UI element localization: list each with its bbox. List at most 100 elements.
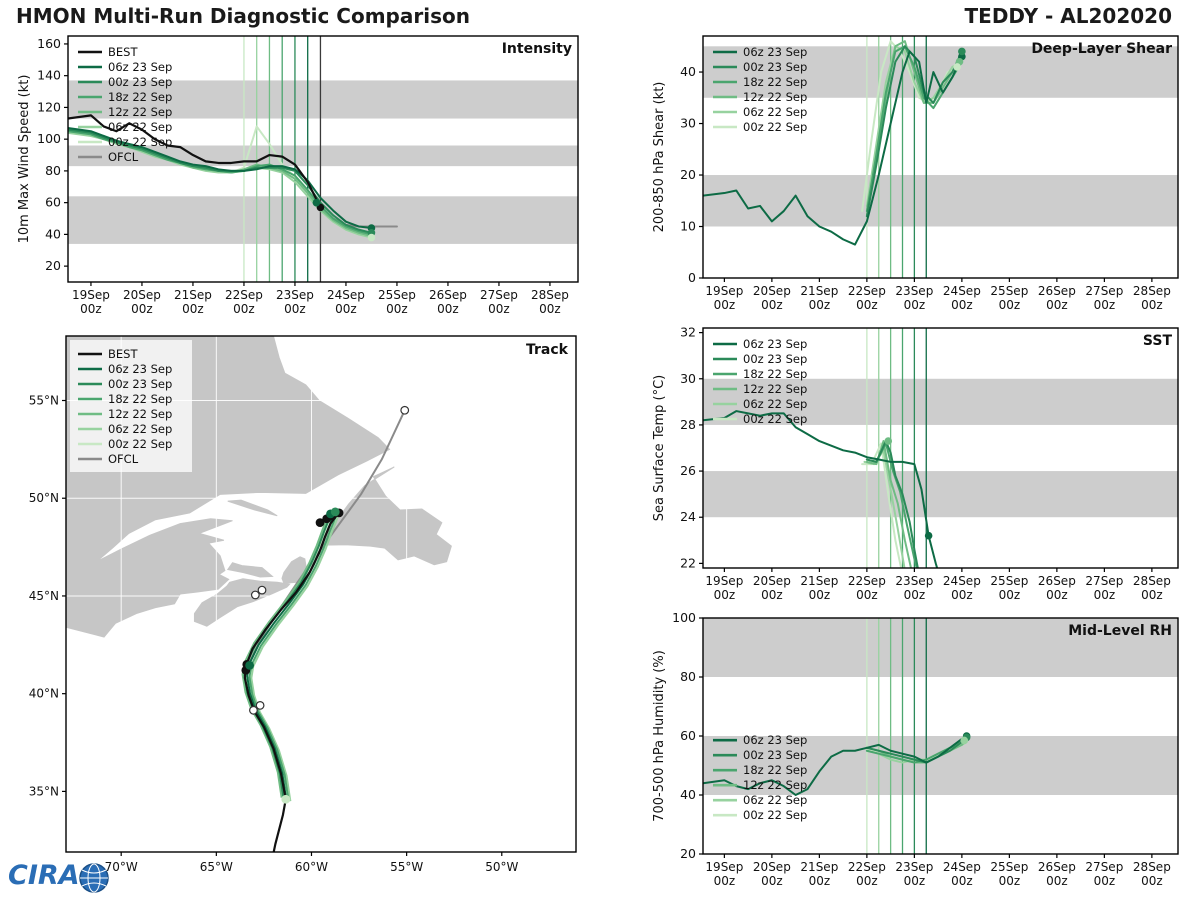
svg-text:22Sep: 22Sep [848,860,886,874]
svg-text:00z: 00z [999,874,1021,888]
svg-text:24Sep: 24Sep [943,860,981,874]
svg-text:00z: 00z [714,874,736,888]
svg-text:06z 22 Sep: 06z 22 Sep [743,793,807,807]
svg-text:00z: 00z [951,874,973,888]
svg-text:30: 30 [680,371,696,386]
svg-text:55°W: 55°W [390,860,423,874]
svg-text:25Sep: 25Sep [378,288,416,302]
svg-text:65°W: 65°W [200,860,233,874]
svg-text:06z 22 Sep: 06z 22 Sep [743,397,807,411]
svg-text:00z: 00z [761,298,783,312]
svg-text:40°N: 40°N [29,687,59,701]
svg-text:60: 60 [680,728,696,743]
svg-text:18z 22 Sep: 18z 22 Sep [108,392,172,406]
svg-text:20: 20 [680,167,696,182]
svg-text:80: 80 [45,163,61,178]
svg-text:00z: 00z [284,302,306,316]
svg-text:27Sep: 27Sep [480,288,518,302]
svg-text:00z: 00z [1046,588,1068,602]
svg-text:60°W: 60°W [295,860,328,874]
svg-text:OFCL: OFCL [108,150,139,164]
svg-text:00z: 00z [999,588,1021,602]
svg-text:24Sep: 24Sep [943,284,981,298]
svg-text:12z 22 Sep: 12z 22 Sep [108,105,172,119]
svg-text:28: 28 [680,417,696,432]
svg-text:00z: 00z [1046,874,1068,888]
svg-text:40: 40 [45,226,61,241]
svg-text:00z: 00z [714,588,736,602]
svg-text:00z: 00z [182,302,204,316]
svg-text:06z 22 Sep: 06z 22 Sep [108,422,172,436]
svg-text:OFCL: OFCL [108,452,139,466]
svg-text:200-850 hPa Shear (kt): 200-850 hPa Shear (kt) [652,82,667,233]
svg-text:27Sep: 27Sep [1085,284,1123,298]
page-title: HMON Multi-Run Diagnostic Comparison [16,4,470,28]
svg-text:00z: 00z [809,588,831,602]
svg-text:00z: 00z [761,588,783,602]
svg-text:12z 22 Sep: 12z 22 Sep [108,407,172,421]
svg-text:100: 100 [672,612,696,625]
svg-text:24Sep: 24Sep [327,288,365,302]
svg-text:23Sep: 23Sep [276,288,314,302]
svg-text:18z 22 Sep: 18z 22 Sep [108,90,172,104]
svg-text:12z 22 Sep: 12z 22 Sep [743,778,807,792]
svg-text:25Sep: 25Sep [990,284,1028,298]
svg-text:50°N: 50°N [29,491,59,505]
svg-text:22: 22 [680,555,696,570]
svg-text:00z: 00z [761,874,783,888]
svg-text:00z: 00z [809,298,831,312]
svg-text:21Sep: 21Sep [174,288,212,302]
svg-text:06z 23 Sep: 06z 23 Sep [108,362,172,376]
svg-text:20: 20 [680,846,696,861]
svg-text:00z: 00z [1141,588,1163,602]
svg-text:00z 23 Sep: 00z 23 Sep [743,60,807,74]
svg-text:70°W: 70°W [105,860,138,874]
svg-text:00z: 00z [999,298,1021,312]
svg-text:00z 22 Sep: 00z 22 Sep [743,808,807,822]
svg-text:18z 22 Sep: 18z 22 Sep [743,763,807,777]
svg-text:00z: 00z [233,302,255,316]
svg-text:100: 100 [37,131,61,146]
svg-text:26Sep: 26Sep [1038,574,1076,588]
svg-text:00z: 00z [539,302,561,316]
svg-text:24: 24 [680,509,696,524]
svg-text:140: 140 [37,68,61,83]
svg-text:26Sep: 26Sep [429,288,467,302]
svg-text:06z 23 Sep: 06z 23 Sep [743,733,807,747]
svg-text:23Sep: 23Sep [895,284,933,298]
svg-text:21Sep: 21Sep [800,574,838,588]
svg-text:27Sep: 27Sep [1085,574,1123,588]
svg-text:00z: 00z [437,302,459,316]
svg-text:32: 32 [680,325,696,340]
svg-text:00z 23 Sep: 00z 23 Sep [743,352,807,366]
svg-text:00z: 00z [335,302,357,316]
svg-text:20: 20 [45,258,61,273]
svg-text:22Sep: 22Sep [225,288,263,302]
svg-text:00z: 00z [951,588,973,602]
svg-text:23Sep: 23Sep [895,574,933,588]
svg-text:00z 22 Sep: 00z 22 Sep [108,135,172,149]
svg-text:60: 60 [45,195,61,210]
track-map: 70°W 65°W 60°W 55°W 50°W 35°N 40°N 45°N 50°N 55°N… [29,335,577,874]
svg-text:00z 23 Sep: 00z 23 Sep [108,377,172,391]
svg-text:00z 23 Sep: 00z 23 Sep [743,748,807,762]
svg-text:Intensity: Intensity [502,41,572,57]
svg-text:22Sep: 22Sep [848,284,886,298]
svg-text:BEST: BEST [108,45,138,59]
svg-text:22Sep: 22Sep [848,574,886,588]
svg-text:00z 22 Sep: 00z 22 Sep [743,412,807,426]
svg-text:00z: 00z [80,302,102,316]
svg-text:00z: 00z [131,302,153,316]
svg-text:21Sep: 21Sep [800,860,838,874]
svg-text:120: 120 [37,99,61,114]
svg-text:00z 22 Sep: 00z 22 Sep [108,437,172,451]
svg-text:20Sep: 20Sep [753,574,791,588]
svg-text:12z 22 Sep: 12z 22 Sep [743,90,807,104]
svg-text:00z 22 Sep: 00z 22 Sep [743,120,807,134]
svg-text:28Sep: 28Sep [1133,860,1171,874]
svg-text:55°N: 55°N [29,394,59,408]
svg-text:19Sep: 19Sep [705,284,743,298]
svg-text:06z 22 Sep: 06z 22 Sep [743,105,807,119]
svg-text:45°N: 45°N [29,589,59,603]
